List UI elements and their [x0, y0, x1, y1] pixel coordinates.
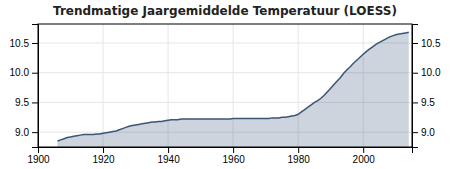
y2-axis-tick-line: [412, 43, 418, 44]
x-axis-tick: 1980: [288, 147, 311, 165]
y-axis-tick-label: 9.5: [15, 97, 29, 108]
x-axis-tick: 1960: [223, 147, 246, 165]
title: Trendmatige Jaargemiddelde Temperatuur (…: [53, 4, 397, 18]
y-axis-tick-line: [32, 102, 38, 103]
y-axis-tick-label: 10.0: [10, 67, 30, 78]
y-axis-tick: 9.0: [15, 127, 38, 138]
x-axis-tick-line: [233, 147, 234, 153]
x-axis-tick-label: 1980: [288, 154, 311, 165]
grid-line-y: [38, 43, 412, 44]
x-axis-tick-line: [363, 147, 364, 153]
y-axis-tick-line: [32, 132, 38, 133]
y2-axis-domain: [413, 25, 419, 148]
y-axis-tick-line: [32, 43, 38, 44]
x-axis-tick-label: 1920: [92, 154, 115, 165]
y-axis-tick-label: 9.0: [15, 127, 29, 138]
y-axis-tick: 9.5: [15, 97, 38, 108]
y2-axis-tick-line: [412, 132, 418, 133]
x-axis-tick-line: [298, 147, 299, 153]
grid: [38, 24, 412, 147]
x-axis-tick-label: 1940: [157, 154, 180, 165]
x-axis-tick: 1900: [27, 147, 50, 165]
y2-axis: 9.0 9.5 10.0 10.5: [412, 25, 441, 148]
area: [58, 32, 409, 147]
y2-axis-tick-line: [412, 73, 418, 74]
y2-axis-tick: 9.5: [412, 97, 435, 108]
y-axis: 9.0 9.5 10.0 10.5: [10, 25, 39, 148]
y-axis-tick-label: 10.5: [10, 38, 30, 49]
x-axis-tick: 1940: [157, 147, 180, 165]
x-axis-tick: 2000: [353, 147, 376, 165]
y2-axis-tick-label: 10.5: [421, 38, 441, 49]
x-axis-tick-label: 2000: [353, 154, 376, 165]
y-axis-tick-line: [32, 73, 38, 74]
y2-axis-tick-label: 10.0: [421, 67, 441, 78]
x-axis: 1900 1920 1940 1960 1980 2000: [27, 147, 412, 165]
x-axis-tick-line: [103, 147, 104, 153]
line: [58, 32, 409, 141]
x-axis-tick: 1920: [92, 147, 115, 165]
x-axis-tick-line: [168, 147, 169, 153]
x-axis-tick-label: 1900: [27, 154, 50, 165]
y-axis-tick: 10.0: [10, 67, 38, 78]
y2-axis-tick: 10.5: [412, 38, 441, 49]
y2-axis-tick: 10.0: [412, 67, 441, 78]
y2-axis-tick: 9.0: [412, 127, 435, 138]
y2-axis-tick-label: 9.0: [421, 127, 435, 138]
plot-frame: [38, 24, 412, 147]
y2-axis-tick-line: [412, 102, 418, 103]
y2-axis-tick-label: 9.5: [421, 97, 435, 108]
chart: 1900192019401960198020009.09.510.010.59.…: [0, 0, 450, 169]
x-axis-tick-label: 1960: [223, 154, 246, 165]
x-axis-domain: [39, 148, 413, 154]
y-axis-tick: 10.5: [10, 38, 38, 49]
plot-area: [58, 32, 409, 147]
grid-line-x: [103, 24, 104, 147]
